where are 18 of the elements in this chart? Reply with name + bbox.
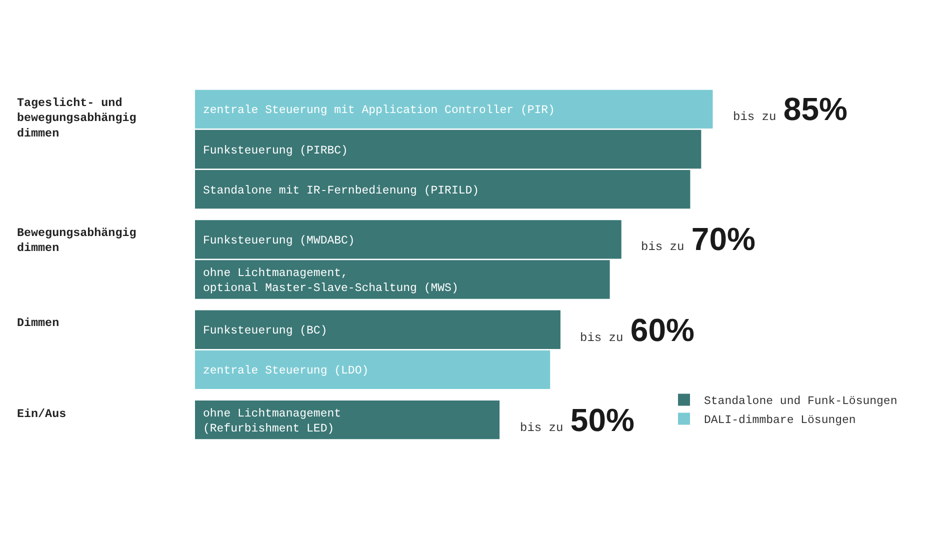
text: Bewegungsabhängig dimmen [17, 226, 136, 256]
data-label: bis zu 85% [733, 91, 848, 127]
legend-label: Standalone und Funk-Lösungen [704, 395, 898, 408]
y-tick-label: zentrale Steuerung (LDO) [203, 364, 369, 378]
y-tick-label: zentrale Steuerung mit Application Controller (PIR) [203, 104, 555, 118]
data-label: bis zu 70% [641, 221, 756, 257]
y-tick-label: Standalone mit IR-Fernbedienung (PIRILD) [203, 184, 480, 198]
text: Dimmen [17, 316, 60, 330]
y-tick-label: ohne Lichtmanagement, optional Master-Slave-Schaltung (MWS) [203, 267, 458, 295]
y-tick-label: Funksteuerung (MWDABC) [203, 234, 355, 248]
text: Tageslicht- und bewegungsabhängig dimmen [17, 96, 136, 140]
data-label: bis zu 60% [580, 312, 694, 348]
y-tick-label: Funksteuerung (PIRBC) [203, 144, 348, 158]
legend-label: DALI-dimmbare Lösungen [704, 414, 856, 428]
y-tick-label: ohne Lichtmanagement (Refurbishment LED) [203, 407, 342, 436]
y-tick-label: Funksteuerung (BC) [203, 324, 328, 338]
data-label: bis zu 50% [520, 402, 634, 438]
text: Ein/Aus [17, 407, 66, 421]
